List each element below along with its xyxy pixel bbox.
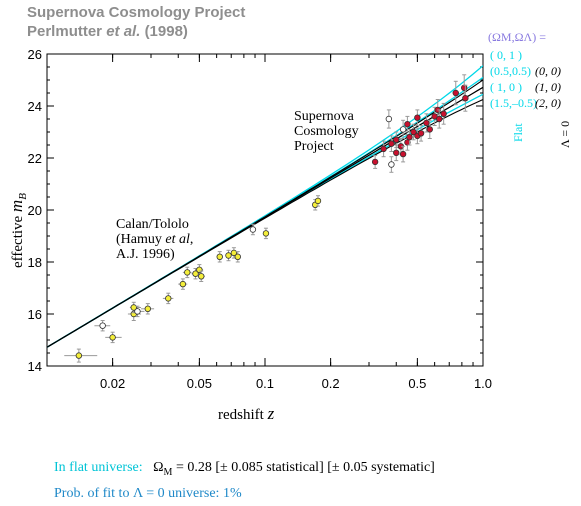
- x-axis-label: redshift z: [218, 404, 275, 423]
- calan-data-point: [130, 304, 137, 311]
- scp-data-point: [388, 161, 395, 168]
- y-tick-label: 18: [28, 255, 42, 270]
- legend-flat-entry: (0.5,0.5): [490, 64, 531, 78]
- calan-data-point: [179, 280, 187, 288]
- calan-data-point: [198, 273, 205, 280]
- calan-data-point: [216, 253, 223, 260]
- model-curve-flat: [47, 65, 483, 348]
- header-author: Perlmutter: [27, 23, 103, 40]
- scp-data-point: [462, 94, 469, 102]
- scp-data-point: [393, 149, 400, 156]
- calan-data-point: [75, 352, 83, 359]
- y-axis-label: effective mB: [7, 193, 29, 268]
- scp-data-point: [380, 145, 387, 153]
- scp-data-point: [423, 119, 430, 127]
- calan-data-point: [230, 249, 238, 257]
- y-tick-label: 14: [28, 359, 42, 374]
- hubble-diagram-chart: 14 16 18 20 22 24 26 0.02 0.05 0.1 0.2 0.5 1.0 redshi…: [7, 30, 572, 423]
- legend-flat-entry: ( 1, 0 ): [490, 80, 522, 94]
- calan-data-point: [262, 230, 270, 237]
- x-tick-label: 0.2: [322, 376, 340, 391]
- omega-symbol: Ω: [153, 460, 164, 475]
- legend-lambda0-entry: (0, 0): [535, 64, 561, 78]
- omega-value: = 0.28 [± 0.085 statistical] [± 0.05 sys…: [172, 460, 435, 475]
- scp-data-point: [417, 130, 425, 137]
- legend-lambda0-entry: (1, 0): [535, 80, 561, 94]
- scp-data-point: [371, 158, 379, 166]
- calan-data-point: [225, 252, 232, 259]
- flat-universe-prefix: In flat universe:: [54, 460, 143, 475]
- y-tick-label: 16: [28, 307, 42, 322]
- x-tick-label: 0.02: [100, 376, 125, 391]
- model-curves: [47, 65, 483, 348]
- scp-data-point: [393, 136, 400, 143]
- y-tick-label: 22: [28, 151, 42, 166]
- header-title: Supernova Cosmology Project: [27, 4, 246, 21]
- calan-data-point: [109, 334, 116, 341]
- legend-flat-entry: ( 0, 1 ): [490, 48, 522, 62]
- scp-data-point: [399, 126, 407, 133]
- scp-data-point: [426, 126, 433, 133]
- calan-label-line3: A.J. 1996): [116, 247, 175, 262]
- y-axis-subscript: B: [17, 193, 29, 200]
- x-tick-label: 1.0: [474, 376, 492, 391]
- plot-frame: [46, 53, 484, 367]
- scp-data-point: [436, 115, 443, 123]
- header-year: (1998): [144, 23, 188, 40]
- scp-label-line: Project: [294, 139, 334, 154]
- legend-lambda-label: Λ = 0: [558, 121, 572, 148]
- calan-data-point: [165, 295, 172, 302]
- legend-flat-label: Flat: [511, 123, 525, 142]
- x-axis-variable: z: [267, 404, 275, 423]
- calan-data-point: [99, 322, 106, 329]
- calan-data-point: [184, 269, 191, 276]
- flat-universe-result: In flat universe: ΩM = 0.28 [± 0.085 sta…: [54, 460, 435, 478]
- calan-data-point: [134, 308, 141, 315]
- calan-data-point: [234, 253, 241, 260]
- legend-flat-entry: (1.5,–0.5): [490, 96, 537, 110]
- scp-data-point: [410, 128, 417, 136]
- calan-data-point: [192, 270, 199, 277]
- scp-label-line: Supernova: [294, 109, 355, 124]
- legend-lambda0-entry: (2, 0): [535, 96, 561, 110]
- scp-data-point: [452, 89, 459, 97]
- scp-label-line: Cosmology: [294, 124, 359, 139]
- calan-data-point: [144, 305, 152, 312]
- legend-header: (ΩM,ΩΛ) =: [488, 30, 546, 44]
- scp-data-point: [414, 114, 421, 121]
- scp-data-point: [399, 150, 407, 158]
- scp-data-point: [385, 115, 393, 123]
- lambda-zero-probability: Prob. of fit to Λ = 0 universe: 1%: [54, 486, 242, 501]
- y-tick-label: 24: [28, 99, 42, 114]
- scp-data-point: [388, 140, 395, 147]
- scp-data-point: [404, 120, 411, 128]
- header-citation: Perlmutter et al. (1998): [27, 23, 188, 40]
- y-tick-label: 26: [28, 47, 42, 62]
- calan-data-point: [314, 197, 322, 205]
- x-tick-label: 0.5: [408, 376, 426, 391]
- scp-data-point: [406, 133, 413, 141]
- calan-label-line2: (Hamuy et al,: [116, 232, 193, 247]
- calan-label-line1: Calan/Tololo: [116, 217, 189, 232]
- y-axis-variable: m: [7, 200, 26, 212]
- x-tick-label: 0.05: [187, 376, 212, 391]
- calan-label-etal: et al: [165, 232, 190, 247]
- header-etal: et al.: [106, 23, 141, 40]
- calan-data-point: [249, 226, 257, 233]
- x-tick-label: 0.1: [256, 376, 274, 391]
- y-tick-label: 20: [28, 203, 42, 218]
- omega-subscript: M: [163, 466, 173, 478]
- scp-data-point: [440, 110, 447, 117]
- scp-data-point: [461, 84, 468, 91]
